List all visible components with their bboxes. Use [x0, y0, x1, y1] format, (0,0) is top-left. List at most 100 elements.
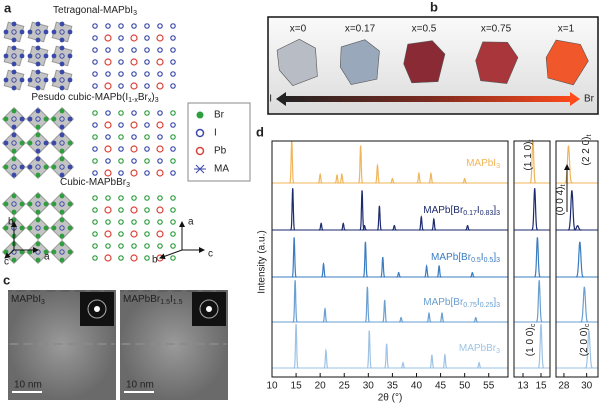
tem-texture — [60, 290, 64, 292]
atom — [118, 146, 124, 152]
atom — [11, 108, 17, 114]
atom — [144, 219, 150, 225]
atom — [157, 47, 163, 53]
atom — [11, 37, 17, 43]
peak-annotation-part: c — [584, 323, 591, 327]
atom — [11, 116, 17, 122]
atom — [170, 243, 176, 249]
atom — [59, 225, 65, 231]
atom — [131, 219, 137, 225]
structure-title-part: ) — [151, 92, 154, 103]
atom — [157, 195, 163, 201]
series-label-part: 3 — [496, 257, 500, 264]
peak — [529, 141, 537, 184]
atom — [35, 148, 41, 154]
peak — [439, 311, 445, 323]
atom — [59, 61, 65, 67]
atom — [51, 201, 57, 207]
peak — [410, 280, 418, 322]
atom — [157, 110, 163, 116]
peak — [531, 188, 538, 231]
atom — [3, 53, 9, 59]
atom — [170, 71, 176, 77]
gradient-arrow-head — [570, 92, 580, 106]
atom — [35, 116, 41, 122]
octahedron — [25, 154, 51, 180]
atom — [67, 140, 73, 146]
atom — [35, 225, 41, 231]
atom — [170, 170, 176, 176]
image-label: MAPbI3 — [11, 294, 45, 306]
peak — [585, 223, 591, 230]
atom — [105, 110, 111, 116]
peak — [359, 190, 365, 231]
tem-texture — [23, 343, 27, 345]
peak-annotation-part: t — [528, 140, 535, 142]
series-label-part: MAPb[Br — [423, 297, 464, 308]
atom — [92, 23, 98, 29]
series-label-part: 0.5 — [484, 257, 494, 264]
atom — [3, 164, 9, 170]
atom — [11, 45, 17, 51]
peak — [537, 323, 545, 369]
atom — [157, 134, 163, 140]
series-label: MAPbBr3 — [459, 343, 500, 355]
atom — [156, 34, 164, 42]
peak — [470, 271, 475, 278]
atom — [67, 225, 73, 231]
atom — [59, 77, 65, 83]
atom — [59, 132, 65, 138]
atom — [105, 134, 111, 140]
atom — [35, 45, 41, 51]
peak — [292, 280, 298, 323]
atom — [131, 47, 137, 53]
peak-annotation: (1 1 0)t — [523, 140, 535, 171]
panel-label: c — [3, 272, 10, 287]
atom — [19, 225, 25, 231]
series-label-part: 3 — [496, 163, 500, 170]
atom — [131, 243, 137, 249]
atom — [104, 121, 112, 129]
peak — [524, 223, 532, 230]
series-label-part: 0.17 — [463, 210, 477, 217]
atom — [35, 37, 41, 43]
atom — [3, 140, 9, 146]
atom — [11, 156, 17, 162]
tem-texture — [83, 343, 87, 345]
atom — [118, 110, 124, 116]
crystal — [403, 40, 446, 84]
atom — [11, 61, 17, 67]
atom — [130, 121, 138, 129]
atom — [156, 145, 164, 153]
atom — [51, 29, 57, 35]
x-tick-label: 20 — [315, 381, 327, 392]
image-label-part: MAPbI — [11, 294, 41, 305]
atom — [144, 231, 150, 237]
peak — [476, 361, 482, 369]
peak — [318, 222, 324, 231]
x-tick-label: 25 — [339, 381, 351, 392]
peak — [376, 205, 382, 231]
atom — [19, 29, 25, 35]
atom — [130, 145, 138, 153]
atom — [67, 201, 73, 207]
peak-annotation: (0 0 4)t — [555, 185, 567, 216]
atom — [170, 207, 176, 213]
peak — [375, 163, 380, 184]
tem-texture — [8, 290, 12, 292]
atom — [11, 53, 17, 59]
tem-texture — [149, 343, 153, 345]
series-label-part: 0.83 — [480, 210, 494, 217]
plot-area — [272, 141, 508, 369]
peak-annotation-part: t — [560, 185, 567, 187]
peak — [429, 354, 435, 369]
peak — [408, 237, 416, 277]
atom — [144, 207, 150, 213]
atom — [92, 158, 98, 164]
atom — [59, 148, 65, 154]
atom — [92, 195, 98, 201]
peak — [362, 224, 367, 231]
atom — [27, 77, 33, 83]
peak — [431, 217, 437, 231]
atom — [92, 47, 98, 53]
